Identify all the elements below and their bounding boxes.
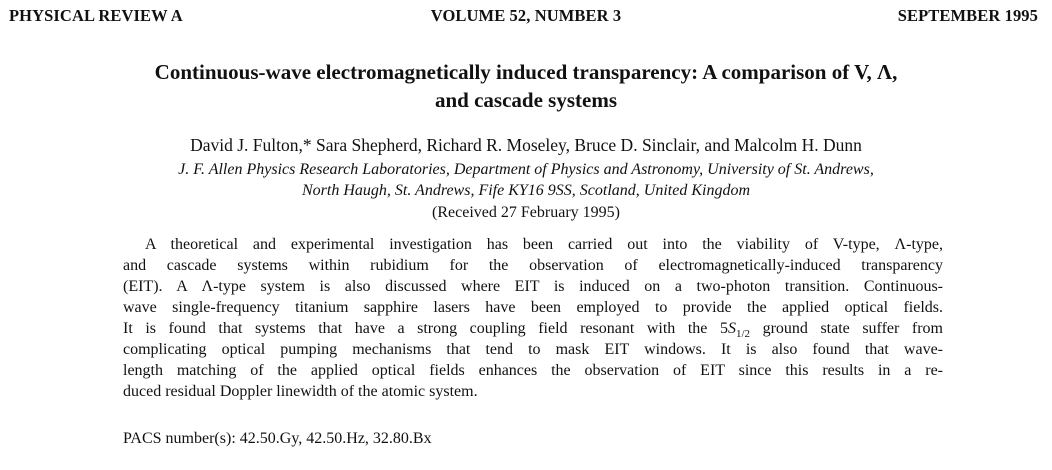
title-line-2: and cascade systems (435, 88, 617, 112)
title-line-1: Continuous-wave electromagnetically indu… (154, 60, 898, 84)
affiliation-line-2: North Haugh, St. Andrews, Fife KY16 9SS,… (301, 182, 750, 199)
affiliation-line-1: J. F. Allen Physics Research Laboratorie… (178, 161, 874, 178)
abstract-line-8: duced residual Doppler linewidth of the … (123, 383, 478, 400)
running-header: PHYSICAL REVIEW A VOLUME 52, NUMBER 3 SE… (0, 6, 1052, 30)
paper-title: Continuous-wave electromagnetically indu… (0, 58, 1052, 114)
abstract-line-2: and cascade systems within rubidium for … (123, 257, 943, 274)
abstract-line-7: length matching of the applied optical f… (123, 362, 943, 379)
abstract-line-1: A theoretical and experimental investiga… (145, 236, 943, 253)
abstract-line-5-pre: It is found that systems that have a str… (123, 320, 728, 337)
volume-number: VOLUME 52, NUMBER 3 (430, 6, 622, 25)
abstract-line-4: wave single-frequency titanium sapphire … (123, 299, 943, 316)
abstract-line-5: It is found that systems that have a str… (123, 318, 943, 341)
state-subscript: 1/2 (735, 328, 751, 341)
journal-name: PHYSICAL REVIEW A (9, 6, 183, 25)
state-symbol: S (727, 320, 736, 337)
issue-date: SEPTEMBER 1995 (897, 6, 1038, 25)
abstract-line-6: complicating optical pumping mechanisms … (123, 341, 943, 358)
abstract: A theoretical and experimental investiga… (123, 234, 943, 402)
abstract-line-3: (EIT). A Λ-type system is also discussed… (123, 278, 943, 295)
abstract-line-5-post: ground state suffer from (750, 320, 943, 337)
received-date: (Received 27 February 1995) (432, 204, 620, 221)
affiliation: J. F. Allen Physics Research Laboratorie… (0, 159, 1052, 201)
author-list: David J. Fulton,* Sara Shepherd, Richard… (190, 135, 862, 155)
pacs-numbers: PACS number(s): 42.50.Gy, 42.50.Hz, 32.8… (123, 430, 432, 447)
